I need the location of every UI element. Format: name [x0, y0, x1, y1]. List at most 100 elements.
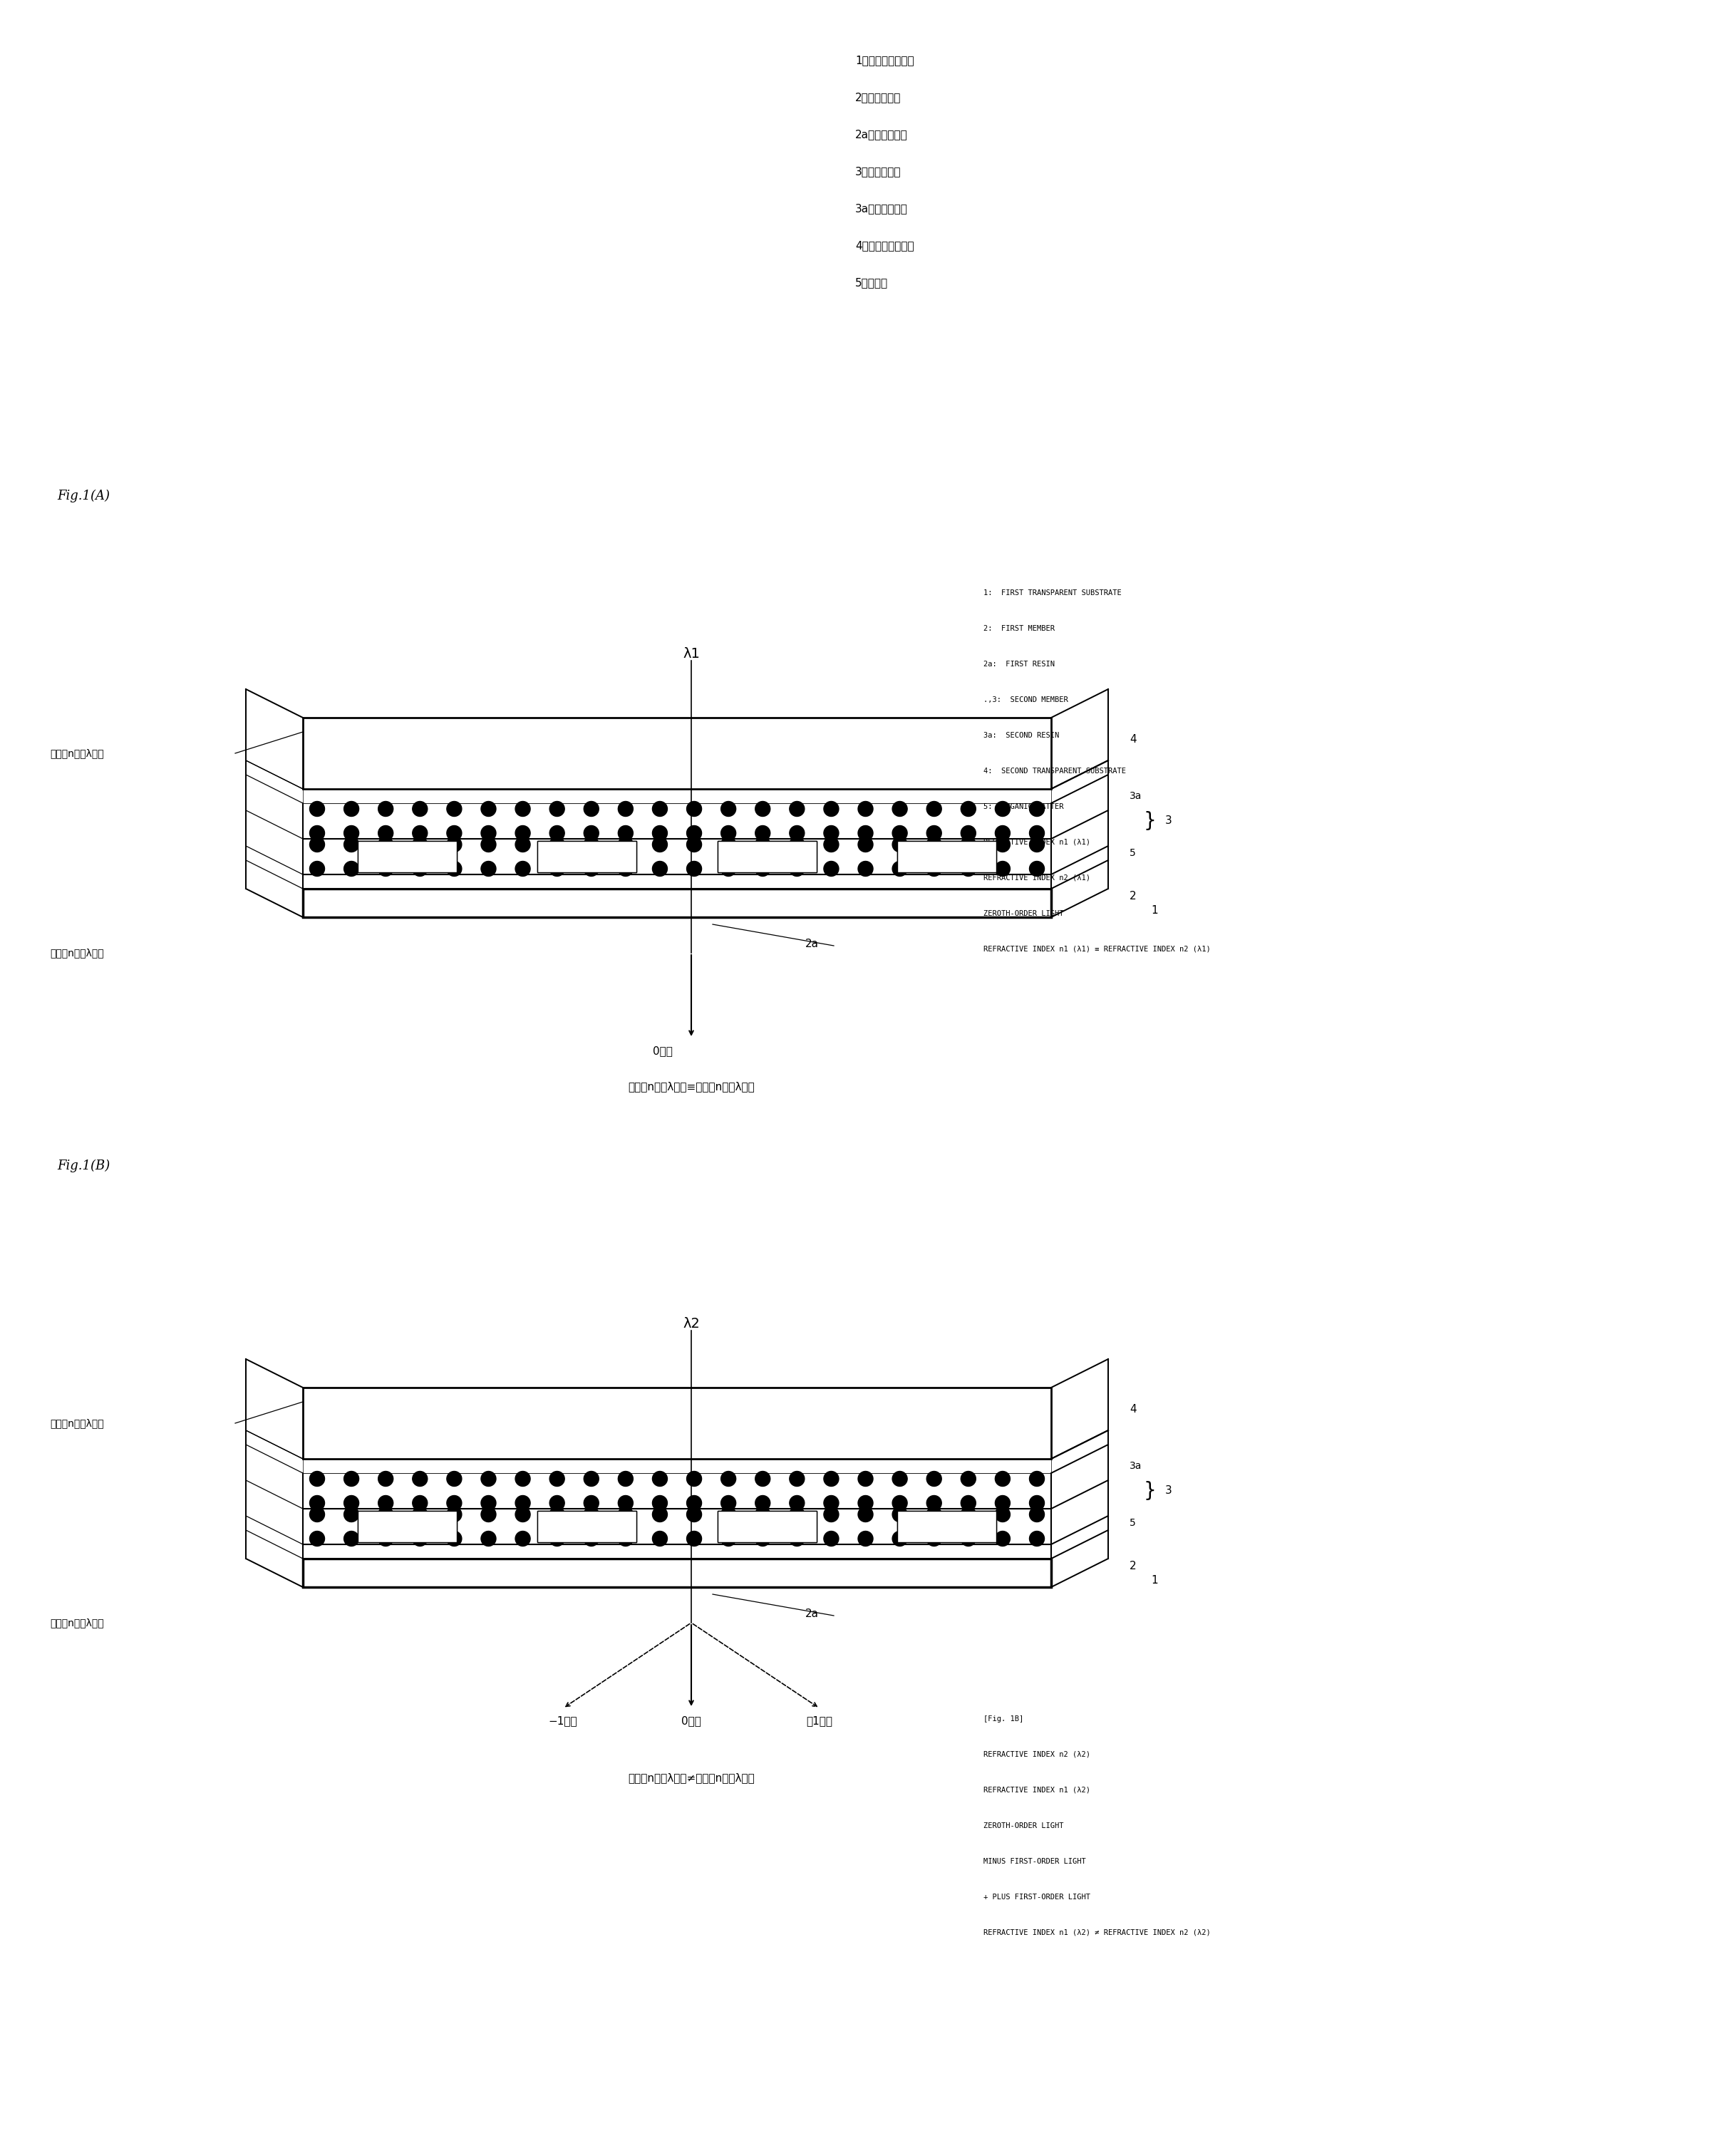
Bar — [302, 874, 1052, 889]
Bar — [898, 840, 996, 872]
Circle shape — [858, 1530, 873, 1545]
Circle shape — [892, 825, 908, 840]
Text: .,3:  SECOND MEMBER: .,3: SECOND MEMBER — [984, 696, 1068, 703]
Bar — [302, 1545, 1052, 1558]
Circle shape — [481, 1507, 496, 1522]
Circle shape — [481, 825, 496, 840]
Text: 2: 2 — [1130, 1560, 1137, 1571]
Text: 屈折率n１（λ２）≠屈折率n２（λ２）: 屈折率n１（λ２）≠屈折率n２（λ２） — [628, 1772, 755, 1783]
Text: Fig.1(A): Fig.1(A) — [57, 489, 109, 504]
Circle shape — [618, 825, 634, 840]
Circle shape — [755, 825, 771, 840]
Circle shape — [995, 1530, 1010, 1545]
Text: 屈折率n２（λ２）: 屈折率n２（λ２） — [50, 1419, 104, 1427]
Circle shape — [378, 838, 392, 853]
Bar — [302, 718, 1052, 789]
Bar — [538, 840, 637, 872]
Circle shape — [687, 825, 701, 840]
Text: 2a:  FIRST RESIN: 2a: FIRST RESIN — [984, 660, 1055, 669]
Circle shape — [378, 861, 392, 876]
Circle shape — [481, 801, 496, 816]
Text: }: } — [1144, 810, 1156, 831]
Circle shape — [687, 801, 701, 816]
Circle shape — [516, 1472, 529, 1487]
Circle shape — [618, 1496, 634, 1511]
Circle shape — [1029, 861, 1045, 876]
Text: 5: 5 — [1130, 849, 1135, 857]
Bar — [302, 789, 1052, 804]
Circle shape — [446, 825, 462, 840]
Text: 3a：第２の樹脂: 3a：第２の樹脂 — [856, 204, 908, 214]
Circle shape — [1029, 801, 1045, 816]
Text: 3a: 3a — [1130, 791, 1142, 801]
Circle shape — [892, 838, 908, 853]
Circle shape — [720, 801, 736, 816]
Circle shape — [481, 1530, 496, 1545]
Text: 2: 2 — [1130, 891, 1137, 902]
Circle shape — [892, 1507, 908, 1522]
Bar — [717, 1511, 816, 1543]
Circle shape — [446, 1507, 462, 1522]
Circle shape — [755, 861, 771, 876]
Circle shape — [446, 1472, 462, 1487]
Circle shape — [927, 1507, 941, 1522]
Circle shape — [995, 1496, 1010, 1511]
Text: λ1: λ1 — [682, 647, 700, 660]
Text: + PLUS FIRST-ORDER LIGHT: + PLUS FIRST-ORDER LIGHT — [984, 1894, 1090, 1901]
Circle shape — [927, 825, 941, 840]
Circle shape — [653, 1507, 667, 1522]
Circle shape — [858, 801, 873, 816]
Text: 5: 5 — [1130, 1517, 1135, 1528]
Text: 3: 3 — [1165, 1485, 1172, 1496]
Circle shape — [960, 1496, 976, 1511]
Circle shape — [790, 1507, 804, 1522]
Circle shape — [583, 1472, 599, 1487]
Circle shape — [790, 1496, 804, 1511]
Circle shape — [344, 1507, 359, 1522]
Circle shape — [927, 1496, 941, 1511]
Circle shape — [687, 1472, 701, 1487]
Circle shape — [618, 1472, 634, 1487]
Circle shape — [550, 825, 564, 840]
Circle shape — [687, 1496, 701, 1511]
Circle shape — [995, 1507, 1010, 1522]
Circle shape — [309, 1530, 325, 1545]
Text: 3: 3 — [1165, 816, 1172, 827]
Text: REFRACTIVE INDEX n1 (λ1) ≡ REFRACTIVE INDEX n2 (λ1): REFRACTIVE INDEX n1 (λ1) ≡ REFRACTIVE IN… — [984, 945, 1210, 954]
Circle shape — [413, 825, 427, 840]
Circle shape — [653, 1530, 667, 1545]
Bar — [898, 1511, 996, 1543]
Text: ＋1次光: ＋1次光 — [806, 1714, 833, 1725]
Circle shape — [378, 1472, 392, 1487]
Circle shape — [653, 801, 667, 816]
Text: 3：第２の部材: 3：第２の部材 — [856, 165, 901, 176]
Text: }: } — [1144, 1481, 1156, 1500]
Circle shape — [344, 861, 359, 876]
Bar — [302, 889, 1052, 917]
Circle shape — [516, 825, 529, 840]
Circle shape — [720, 825, 736, 840]
Text: 5：有機物: 5：有機物 — [856, 276, 889, 287]
Circle shape — [446, 1530, 462, 1545]
Circle shape — [583, 1496, 599, 1511]
Circle shape — [858, 825, 873, 840]
Circle shape — [687, 1530, 701, 1545]
Circle shape — [344, 838, 359, 853]
Bar — [538, 840, 637, 872]
Bar — [717, 840, 816, 872]
Bar — [302, 1558, 1052, 1588]
Text: REFRACTIVE INDEX n2 (λ2): REFRACTIVE INDEX n2 (λ2) — [984, 1751, 1090, 1757]
Text: 1: 1 — [1151, 1575, 1158, 1586]
Circle shape — [825, 861, 838, 876]
Circle shape — [995, 838, 1010, 853]
Circle shape — [960, 825, 976, 840]
Circle shape — [413, 1472, 427, 1487]
Circle shape — [927, 801, 941, 816]
Circle shape — [446, 801, 462, 816]
Text: 1:  FIRST TRANSPARENT SUBSTRATE: 1: FIRST TRANSPARENT SUBSTRATE — [984, 589, 1121, 596]
Circle shape — [583, 861, 599, 876]
Circle shape — [550, 1472, 564, 1487]
Circle shape — [995, 825, 1010, 840]
Circle shape — [618, 838, 634, 853]
Circle shape — [309, 1496, 325, 1511]
